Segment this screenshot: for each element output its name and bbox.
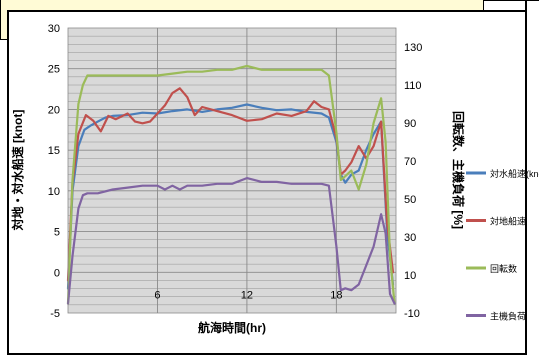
left-tick-label: 0 (54, 267, 60, 279)
right-tick-label: 110 (404, 80, 422, 92)
right-tick-label: 90 (404, 118, 416, 130)
left-tick-label: 20 (48, 104, 60, 116)
left-tick-label: 10 (48, 186, 60, 198)
x-tick-label: 6 (154, 289, 160, 301)
left-tick-label: -5 (50, 308, 60, 320)
legend-label: 対水船速(knot) (490, 168, 539, 179)
legend-label: 主機負荷 (490, 311, 526, 322)
left-tick-label: 15 (48, 145, 60, 157)
x-tick-label: 18 (330, 289, 342, 301)
right-axis-label: 回転数、主機負荷 [%] (451, 111, 466, 229)
series-line-2 (66, 87, 395, 282)
x-axis-label: 航海時間(hr) (198, 320, 266, 335)
frame-right-edge (525, 0, 527, 12)
right-tick-label: 10 (404, 270, 416, 282)
right-tick-label: 70 (404, 156, 416, 168)
x-axis-ticks: 6 12 18 (154, 289, 342, 301)
x-tick-label: 12 (241, 289, 253, 301)
right-tick-label: 30 (404, 232, 416, 244)
right-tick-label: -10 (404, 308, 420, 320)
legend-label: 対地船速 (490, 216, 526, 227)
left-axis-label: 対地・対水船速 [knot] (10, 110, 25, 232)
right-axis-ticks: -10 10 30 50 70 90 110 130 (404, 42, 422, 320)
left-tick-label: 25 (48, 64, 60, 76)
right-tick-label: 130 (404, 42, 422, 54)
left-axis-ticks: -5 0 5 10 15 20 25 30 (48, 23, 60, 320)
left-tick-label: 5 (54, 227, 60, 239)
series-line-4 (66, 177, 396, 305)
gridlines (68, 28, 396, 313)
plot-area-border (67, 27, 397, 314)
series-line-3 (66, 64, 396, 305)
series-lines (66, 64, 396, 305)
right-tick-label: 50 (404, 194, 416, 206)
series-line-1 (66, 103, 395, 290)
legend-label: 回転数 (490, 263, 517, 274)
left-tick-label: 30 (48, 23, 60, 35)
